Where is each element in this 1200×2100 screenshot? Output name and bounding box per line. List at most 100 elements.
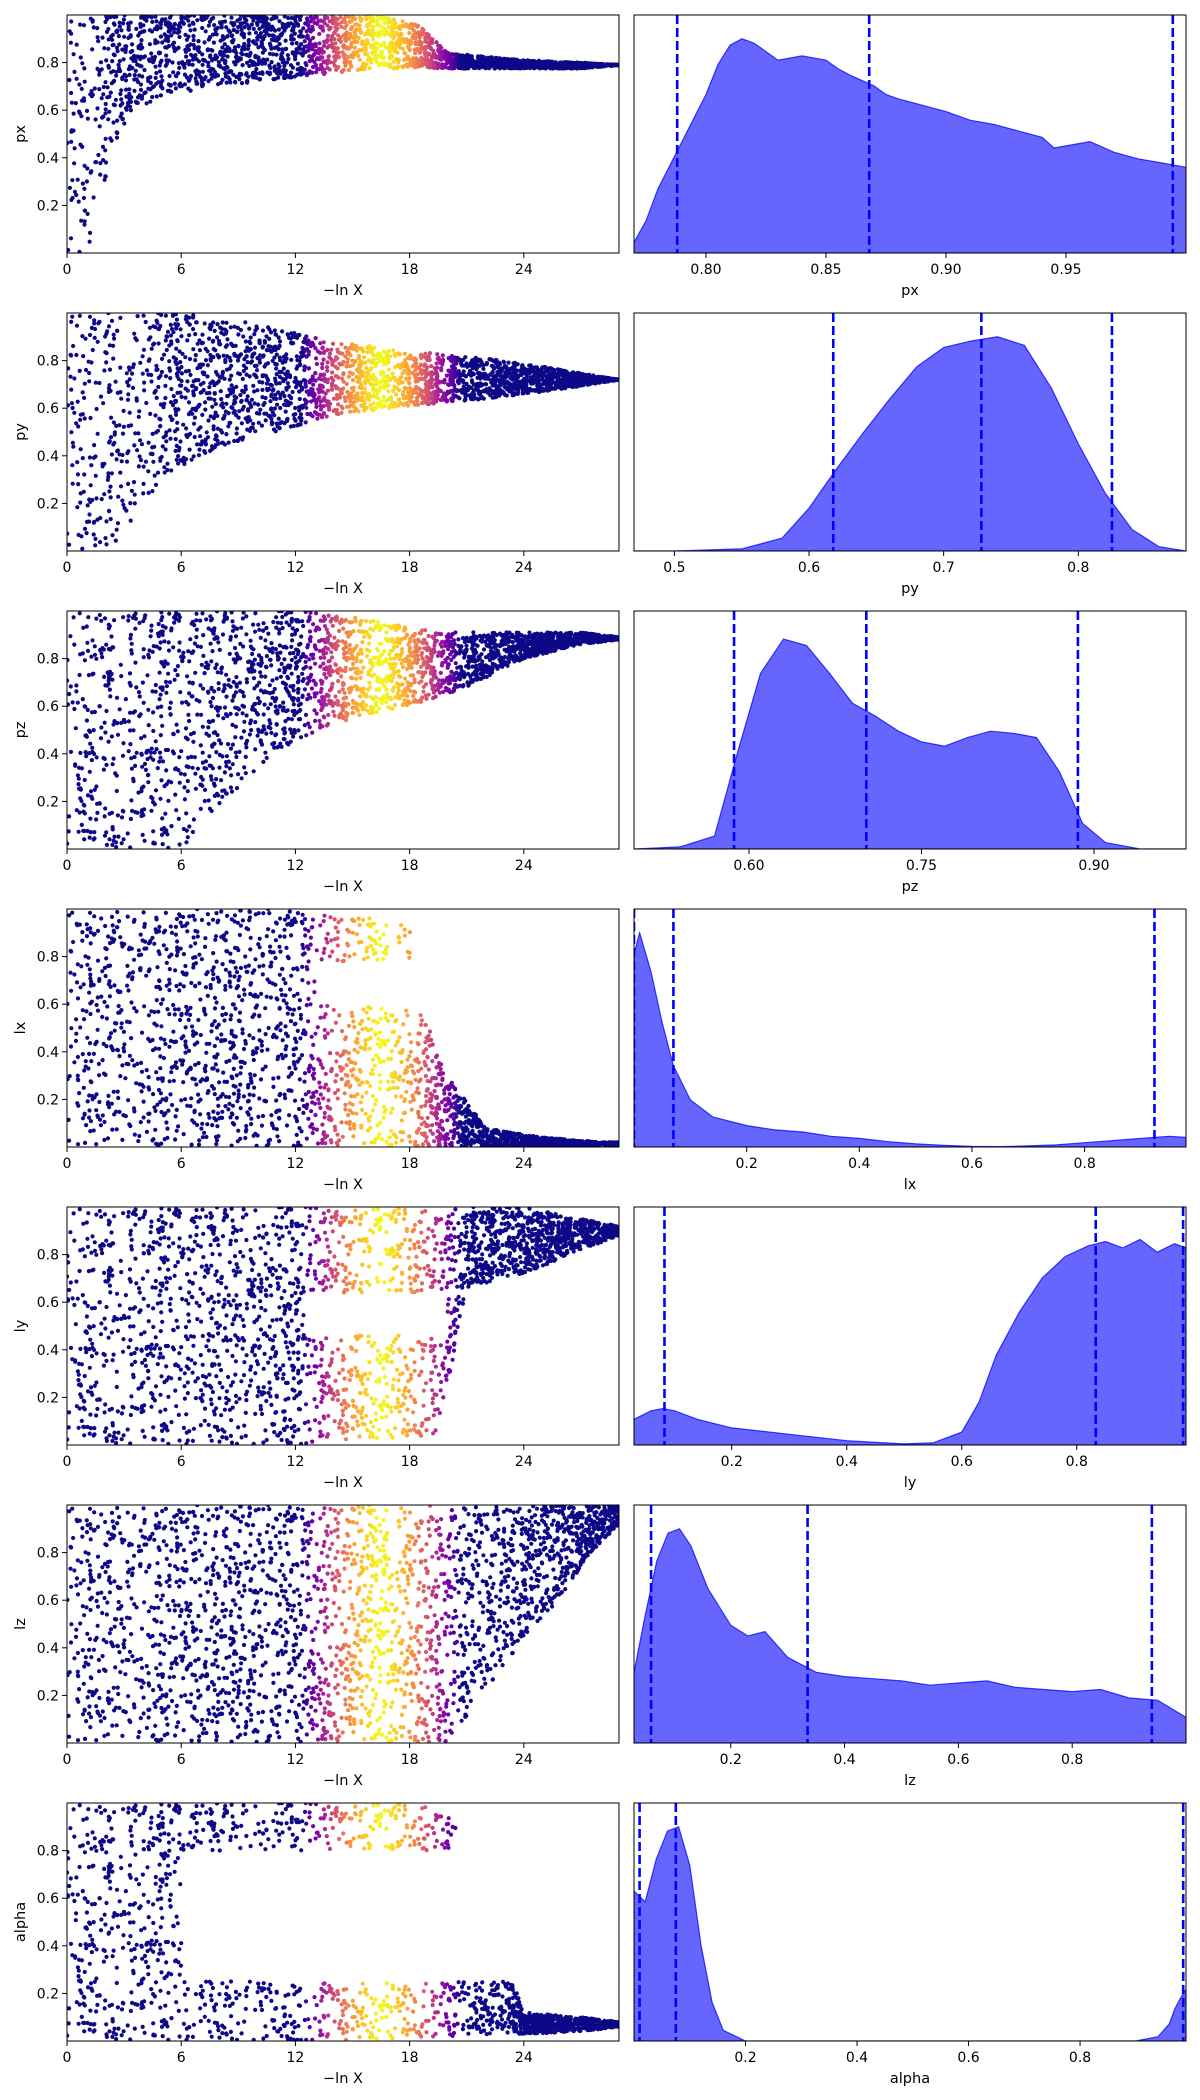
sample-point: [191, 43, 196, 48]
sample-point: [210, 379, 215, 384]
sample-point: [258, 407, 263, 412]
sample-point: [97, 87, 102, 92]
sample-point: [426, 401, 432, 406]
sample-point: [96, 39, 101, 44]
sample-point: [340, 351, 345, 356]
sample-point: [302, 364, 307, 369]
sample-point: [203, 407, 208, 412]
sample-point: [322, 15, 327, 20]
sample-point: [92, 318, 97, 323]
sample-point: [87, 497, 92, 502]
sample-point: [339, 342, 344, 347]
sample-point: [154, 363, 159, 368]
sample-point: [353, 398, 358, 403]
sample-point: [219, 403, 224, 408]
sample-point: [285, 399, 290, 404]
sample-point: [315, 349, 320, 354]
sample-point: [373, 405, 378, 411]
x-tick-label: 0.90: [930, 262, 961, 278]
sample-point: [175, 420, 180, 425]
sample-point: [123, 49, 128, 55]
sample-point: [520, 386, 525, 391]
sample-point: [470, 380, 475, 385]
sample-point: [67, 248, 71, 253]
sample-point: [109, 81, 114, 86]
sample-point: [115, 328, 120, 333]
sample-point: [408, 22, 413, 27]
sample-point: [500, 366, 505, 371]
sample-point: [360, 64, 365, 69]
sample-point: [171, 330, 176, 335]
sample-point: [325, 368, 330, 373]
sample-point: [230, 405, 235, 411]
sample-point: [295, 67, 300, 72]
x-axis-label: −ln X: [323, 283, 363, 299]
sample-point: [199, 341, 204, 346]
sample-point: [100, 115, 105, 120]
sample-point: [110, 32, 115, 37]
sample-point: [102, 46, 107, 51]
sample-point: [162, 470, 167, 475]
sample-point: [293, 375, 298, 381]
sample-point: [137, 454, 142, 459]
sample-point: [122, 121, 127, 126]
sample-point: [569, 380, 574, 385]
sample-point: [574, 66, 579, 71]
sample-point: [358, 373, 363, 378]
sample-point: [246, 46, 251, 52]
sample-point: [339, 410, 344, 415]
sample-point: [402, 368, 407, 373]
sample-point: [393, 65, 398, 70]
sample-point: [403, 22, 409, 27]
sample-point: [188, 52, 194, 57]
sample-point: [269, 383, 274, 388]
sample-point: [152, 473, 157, 478]
sample-point: [343, 354, 348, 359]
sample-point: [313, 336, 318, 341]
sample-point: [174, 457, 179, 462]
sample-point: [219, 326, 225, 331]
sample-point: [168, 333, 174, 338]
sample-point: [265, 70, 270, 75]
sample-point: [466, 60, 471, 65]
sample-point: [75, 460, 80, 465]
sample-point: [295, 335, 300, 340]
sample-point: [138, 82, 143, 87]
sample-point: [222, 442, 227, 447]
sample-point: [192, 415, 197, 420]
sample-point: [325, 360, 330, 365]
sample-point: [144, 18, 149, 23]
sample-point: [141, 55, 146, 60]
sample-point: [286, 56, 291, 62]
sample-point: [318, 372, 323, 377]
sample-point: [103, 536, 108, 541]
sample-point: [456, 395, 461, 400]
sample-point: [125, 397, 131, 402]
sample-point: [416, 60, 421, 65]
sample-point: [325, 65, 330, 70]
sample-point: [325, 388, 330, 393]
sample-point: [235, 438, 240, 443]
sample-point: [369, 366, 374, 371]
sample-point: [202, 40, 207, 45]
sample-point: [292, 331, 297, 336]
sample-point: [308, 344, 313, 349]
sample-point: [103, 334, 108, 339]
sample-point: [72, 410, 77, 415]
sample-point: [276, 75, 281, 80]
y-axis-label: px: [13, 125, 29, 143]
sample-point: [465, 364, 470, 369]
sample-point: [148, 99, 153, 104]
sample-point: [206, 418, 211, 423]
sample-point: [298, 65, 303, 70]
sample-point: [451, 382, 457, 387]
sample-point: [187, 59, 192, 64]
sample-point: [341, 44, 346, 49]
sample-point: [291, 24, 297, 29]
sample-point: [291, 37, 296, 42]
sample-point: [294, 41, 299, 46]
sample-point: [221, 353, 226, 358]
sample-point: [334, 22, 339, 27]
sample-point: [510, 393, 515, 398]
sample-point: [190, 20, 195, 25]
